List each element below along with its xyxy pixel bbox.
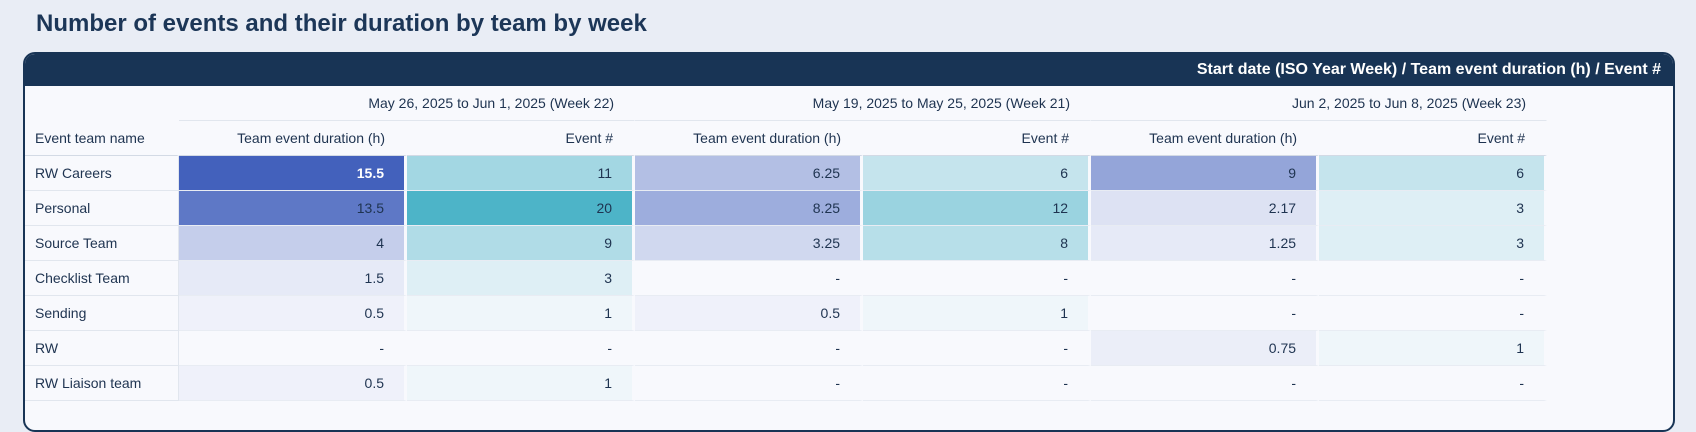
report-title: Number of events and their duration by t… <box>36 10 647 37</box>
events-cell[interactable]: 1 <box>863 296 1092 331</box>
events-cell[interactable]: - <box>863 331 1092 366</box>
events-cell[interactable]: 1 <box>407 296 636 331</box>
events-cell[interactable]: 3 <box>1319 191 1548 226</box>
row-label[interactable]: RW Careers <box>25 156 179 191</box>
table-row: RW Liaison team 0.5 1- - - - <box>25 366 1673 401</box>
duration-cell[interactable]: 1.25 <box>1091 226 1320 261</box>
duration-cell[interactable]: 15.5 <box>179 156 407 191</box>
spacer-cell <box>1547 156 1673 191</box>
events-cell[interactable]: - <box>1319 296 1548 331</box>
events-cell[interactable]: - <box>1319 366 1548 401</box>
column-header-events[interactable]: Event # <box>1319 121 1548 156</box>
row-dimension-header[interactable]: Event team name <box>25 121 179 156</box>
spacer-cell <box>1547 296 1673 331</box>
events-cell[interactable]: 3 <box>1319 226 1548 261</box>
duration-cell[interactable]: 13.5 <box>179 191 407 226</box>
table-row: RW - - - -0.75 1 <box>25 331 1673 366</box>
column-header-duration[interactable]: Team event duration (h) <box>1091 121 1320 156</box>
row-label[interactable]: RW Liaison team <box>25 366 179 401</box>
duration-cell[interactable]: - <box>1091 366 1320 401</box>
duration-cell[interactable]: 8.25 <box>635 191 864 226</box>
row-label[interactable]: RW <box>25 331 179 366</box>
pivot-table-body: RW Careers 15.5 11 6.25 6 9 6 Personal 13.5 20 8.2… <box>25 156 1673 401</box>
duration-cell[interactable]: 0.5 <box>179 366 407 401</box>
events-cell[interactable]: 6 <box>1319 156 1548 191</box>
duration-cell[interactable]: 0.5 <box>635 296 864 331</box>
column-header-events[interactable]: Event # <box>407 121 636 156</box>
spacer-cell <box>1547 191 1673 226</box>
duration-cell[interactable]: 4 <box>179 226 407 261</box>
events-cell[interactable]: 8 <box>863 226 1092 261</box>
spacer-cell <box>1547 226 1673 261</box>
events-cell[interactable]: 3 <box>407 261 636 296</box>
duration-cell[interactable]: - <box>635 366 864 401</box>
events-cell[interactable]: 1 <box>407 366 636 401</box>
events-cell[interactable]: 6 <box>863 156 1092 191</box>
row-label[interactable]: Sending <box>25 296 179 331</box>
spacer-cell <box>1547 86 1673 121</box>
events-cell[interactable]: - <box>863 366 1092 401</box>
spacer-cell <box>1547 121 1673 156</box>
column-header-events[interactable]: Event # <box>863 121 1092 156</box>
events-cell[interactable]: - <box>863 261 1092 296</box>
table-row: Sending 0.5 1 0.5 1- - <box>25 296 1673 331</box>
week-header-21[interactable]: May 19, 2025 to May 25, 2025 (Week 21) <box>635 86 1092 121</box>
duration-cell[interactable]: 2.17 <box>1091 191 1320 226</box>
spacer-cell <box>1547 366 1673 401</box>
column-header-duration[interactable]: Team event duration (h) <box>179 121 407 156</box>
events-cell[interactable]: 20 <box>407 191 636 226</box>
duration-cell[interactable]: - <box>635 261 864 296</box>
duration-cell[interactable]: 0.75 <box>1091 331 1320 366</box>
row-label[interactable]: Checklist Team <box>25 261 179 296</box>
table-row: Personal 13.5 20 8.25 12 2.17 3 <box>25 191 1673 226</box>
duration-cell[interactable]: 3.25 <box>635 226 864 261</box>
duration-cell[interactable]: 0.5 <box>179 296 407 331</box>
spacer-cell <box>1547 261 1673 296</box>
events-cell[interactable]: - <box>1319 261 1548 296</box>
events-cell[interactable]: - <box>407 331 636 366</box>
pivot-table-panel: Start date (ISO Year Week) / Team event … <box>23 52 1675 432</box>
duration-cell[interactable]: - <box>1091 261 1320 296</box>
table-row: RW Careers 15.5 11 6.25 6 9 6 <box>25 156 1673 191</box>
events-cell[interactable]: 9 <box>407 226 636 261</box>
events-cell[interactable]: 1 <box>1319 331 1548 366</box>
duration-cell[interactable]: 9 <box>1091 156 1320 191</box>
table-row: Checklist Team 1.5 3- - - - <box>25 261 1673 296</box>
week-header-22[interactable]: May 26, 2025 to Jun 1, 2025 (Week 22) <box>179 86 636 121</box>
corner-cell <box>25 86 179 121</box>
row-label[interactable]: Personal <box>25 191 179 226</box>
duration-cell[interactable]: - <box>635 331 864 366</box>
table-row: Source Team 4 9 3.25 8 1.25 3 <box>25 226 1673 261</box>
week-header-23[interactable]: Jun 2, 2025 to Jun 8, 2025 (Week 23) <box>1091 86 1548 121</box>
duration-cell[interactable]: 1.5 <box>179 261 407 296</box>
duration-cell[interactable]: 6.25 <box>635 156 864 191</box>
events-cell[interactable]: 12 <box>863 191 1092 226</box>
column-dimension-caption: Start date (ISO Year Week) / Team event … <box>25 54 1673 86</box>
row-label[interactable]: Source Team <box>25 226 179 261</box>
spacer-cell <box>1547 331 1673 366</box>
duration-cell[interactable]: - <box>179 331 407 366</box>
pivot-table: May 26, 2025 to Jun 1, 2025 (Week 22) Ma… <box>25 86 1673 401</box>
events-cell[interactable]: 11 <box>407 156 636 191</box>
duration-cell[interactable]: - <box>1091 296 1320 331</box>
column-header-duration[interactable]: Team event duration (h) <box>635 121 864 156</box>
